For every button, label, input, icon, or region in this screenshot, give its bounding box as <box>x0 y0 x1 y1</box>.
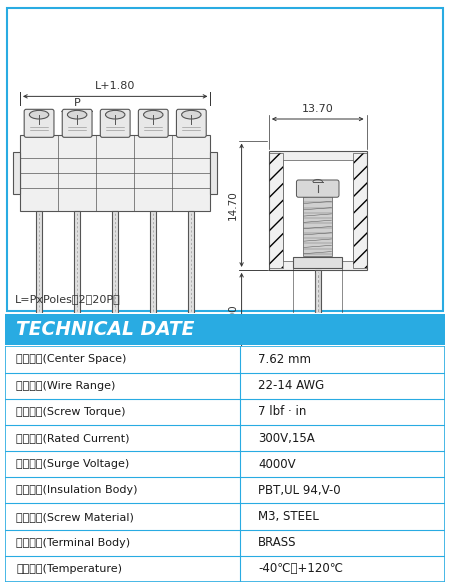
Bar <box>269 153 283 268</box>
Text: 螺釘材料(Screw Material): 螺釘材料(Screw Material) <box>16 512 134 522</box>
Bar <box>189 211 194 335</box>
Text: 絕縣材料(Insulation Body): 絕縣材料(Insulation Body) <box>16 486 138 495</box>
Text: 6.85: 6.85 <box>345 375 367 385</box>
Bar <box>74 211 80 335</box>
Bar <box>112 211 118 335</box>
Ellipse shape <box>182 111 201 119</box>
Text: 衝擊耐壓(Surge Voltage): 衝擊耐壓(Surge Voltage) <box>16 459 130 469</box>
Bar <box>353 153 366 268</box>
Bar <box>150 211 156 335</box>
Bar <box>13 152 20 194</box>
Text: 螺釘扝距(Screw Torque): 螺釘扝距(Screw Torque) <box>16 407 126 417</box>
Ellipse shape <box>29 111 49 119</box>
Ellipse shape <box>105 111 125 119</box>
Ellipse shape <box>144 111 163 119</box>
Text: PBT,UL 94,V-0: PBT,UL 94,V-0 <box>258 484 341 497</box>
FancyBboxPatch shape <box>176 109 206 137</box>
Bar <box>20 135 210 211</box>
Bar <box>36 211 42 335</box>
FancyBboxPatch shape <box>138 109 168 137</box>
Text: 1.20: 1.20 <box>199 346 222 356</box>
FancyBboxPatch shape <box>62 109 92 137</box>
Text: L+1.80: L+1.80 <box>95 81 135 91</box>
Text: M3, STEEL: M3, STEEL <box>258 510 319 523</box>
Text: P: P <box>74 98 81 108</box>
Text: 22-14 AWG: 22-14 AWG <box>258 379 324 392</box>
Bar <box>293 257 342 268</box>
Bar <box>303 195 333 256</box>
FancyBboxPatch shape <box>100 109 130 137</box>
FancyBboxPatch shape <box>297 180 339 197</box>
Text: 端子材質(Terminal Body): 端子材質(Terminal Body) <box>16 538 130 548</box>
Text: 0.80: 0.80 <box>324 366 345 376</box>
Ellipse shape <box>68 111 87 119</box>
Text: 300V,15A: 300V,15A <box>258 432 315 445</box>
Text: 7 lbf · in: 7 lbf · in <box>258 405 306 418</box>
Text: 操作溫度(Temperature): 操作溫度(Temperature) <box>16 564 122 574</box>
Text: BRASS: BRASS <box>258 536 297 549</box>
Text: 7.62 mm: 7.62 mm <box>258 353 311 366</box>
Bar <box>353 153 366 268</box>
Text: 壓緜範圍(Wire Range): 壓緜範圍(Wire Range) <box>16 381 116 391</box>
Text: L=PxPoles（2～20P）: L=PxPoles（2～20P） <box>15 294 121 304</box>
Text: 13.70: 13.70 <box>302 104 333 113</box>
Text: TECHNICAL DATE: TECHNICAL DATE <box>16 320 195 339</box>
Text: -40℃～+120℃: -40℃～+120℃ <box>258 563 343 576</box>
Bar <box>210 152 217 194</box>
Text: 12.00: 12.00 <box>228 304 238 333</box>
Bar <box>269 152 366 270</box>
Text: 額定電流(Rated Current): 額定電流(Rated Current) <box>16 433 130 443</box>
Text: 14.70: 14.70 <box>228 190 238 220</box>
Bar <box>315 270 321 367</box>
Text: 4000V: 4000V <box>258 457 296 471</box>
Bar <box>283 160 353 261</box>
FancyBboxPatch shape <box>24 109 54 137</box>
Bar <box>269 153 283 268</box>
Text: 端子間距(Center Space): 端子間距(Center Space) <box>16 355 127 364</box>
